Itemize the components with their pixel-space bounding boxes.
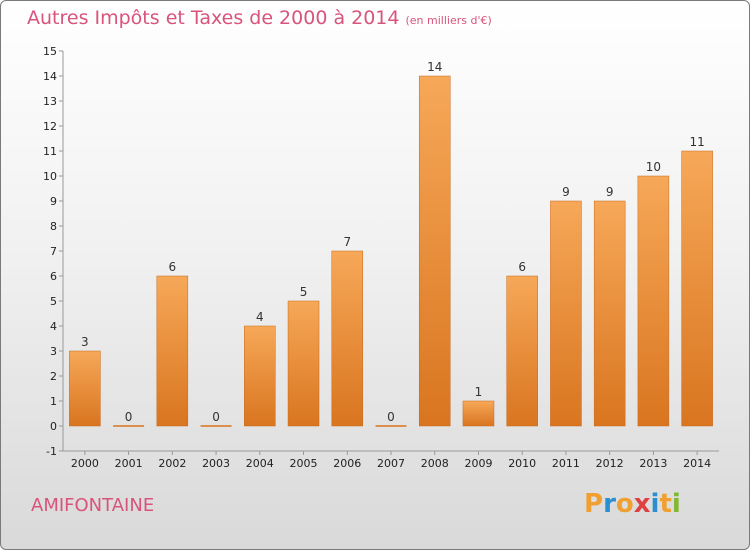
x-tick-label: 2010: [508, 457, 536, 470]
x-tick-label: 2002: [158, 457, 186, 470]
proxiti-logo: Proxiti: [584, 489, 681, 519]
y-tick-label: 4: [50, 320, 57, 333]
data-label: 0: [212, 410, 220, 424]
y-tick-label: 2: [50, 370, 57, 383]
bar-2002: [156, 275, 189, 427]
bar-2014: [681, 150, 713, 427]
y-tick-label: 10: [43, 170, 57, 183]
y-tick-label: 6: [50, 270, 57, 283]
data-label: 11: [689, 135, 704, 149]
data-label: 0: [125, 410, 133, 424]
logo-letter: x: [633, 489, 651, 519]
bar-2009: [462, 400, 495, 427]
data-label: 6: [518, 260, 526, 274]
x-tick-label: 2011: [552, 457, 580, 470]
data-label: 10: [646, 160, 661, 174]
place-name: AMIFONTAINE: [31, 495, 155, 516]
x-tick-label: 2013: [639, 457, 667, 470]
logo-letter: i: [650, 489, 660, 519]
y-tick-label: 13: [43, 95, 57, 108]
unit-label: (en milliers d'€): [405, 14, 492, 27]
data-label: 7: [343, 235, 351, 249]
logo-letter: i: [671, 489, 681, 519]
x-tick-label: 2006: [333, 457, 361, 470]
x-tick-label: 2014: [683, 457, 711, 470]
bar-2011: [550, 200, 582, 427]
bar-2005: [287, 300, 320, 427]
y-tick-label: 12: [43, 120, 57, 133]
bar-2006: [331, 250, 364, 427]
y-tick-label: 1: [50, 395, 57, 408]
bar-2010: [506, 275, 538, 427]
logo-letter: r: [603, 489, 616, 519]
data-label: 1: [475, 385, 483, 399]
x-tick-label: 2007: [377, 457, 405, 470]
data-label: 0: [387, 410, 395, 424]
data-label: 4: [256, 310, 264, 324]
data-label: 9: [562, 185, 570, 199]
bar-2008: [418, 75, 451, 427]
y-tick-label: 7: [50, 245, 57, 258]
y-tick-label: 9: [50, 195, 57, 208]
y-tick-label: 15: [43, 45, 57, 58]
y-tick-label: 8: [50, 220, 57, 233]
data-label: 6: [169, 260, 177, 274]
chart-title-text: Autres Impôts et Taxes de 2000 à 2014: [27, 7, 400, 29]
x-tick-label: 2005: [290, 457, 318, 470]
x-tick-label: 2009: [464, 457, 492, 470]
logo-letter: P: [584, 489, 604, 519]
y-tick-label: 11: [43, 145, 57, 158]
x-tick-label: 2003: [202, 457, 230, 470]
y-tick-label: 3: [50, 345, 57, 358]
bar-2000: [69, 350, 101, 427]
y-tick-label: 5: [50, 295, 57, 308]
logo-letter: o: [615, 489, 634, 519]
logo-letter: t: [659, 489, 672, 519]
x-tick-label: 2001: [115, 457, 143, 470]
y-tick-label: 0: [50, 420, 57, 433]
data-label: 3: [81, 335, 89, 349]
bar-2013: [637, 175, 670, 427]
x-tick-label: 2000: [71, 457, 99, 470]
x-tick-label: 2012: [596, 457, 624, 470]
x-tick-label: 2008: [421, 457, 449, 470]
bar-2004: [244, 325, 276, 427]
chart-bars: 3 0 6 0 4 5 7 0 14 1 6 9 9 10 11: [69, 60, 713, 427]
y-tick-label: 14: [43, 70, 57, 83]
bar-2012: [593, 200, 626, 427]
y-tick-label: -1: [46, 445, 57, 458]
data-label: 9: [606, 185, 614, 199]
chart-title: Autres Impôts et Taxes de 2000 à 2014 (en…: [27, 7, 492, 29]
x-tick-label: 2004: [246, 457, 274, 470]
data-label: 5: [300, 285, 308, 299]
data-label: 14: [427, 60, 442, 74]
